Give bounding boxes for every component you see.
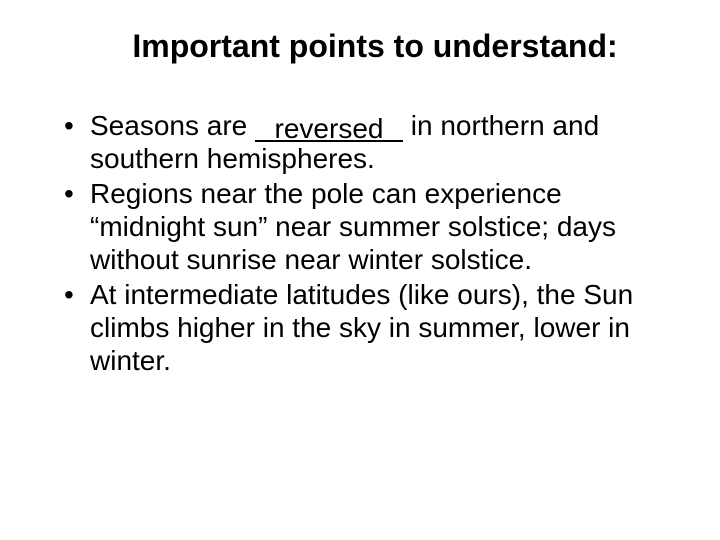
slide-title: Important points to understand: xyxy=(50,28,670,65)
bullet-item: At intermediate latitudes (like ours), t… xyxy=(60,278,660,377)
bullet-text: Regions near the pole can experience “mi… xyxy=(90,178,616,275)
bullet-list: Seasons are reversed in northern and sou… xyxy=(50,109,670,377)
bullet-item: Regions near the pole can experience “mi… xyxy=(60,177,660,276)
blank-answer: reversed xyxy=(275,113,384,144)
fill-in-blank: reversed xyxy=(255,112,403,142)
bullet-item: Seasons are reversed in northern and sou… xyxy=(60,109,660,175)
slide: Important points to understand: Seasons … xyxy=(0,0,720,540)
bullet-text-pre: Seasons are xyxy=(90,110,255,141)
bullet-text: At intermediate latitudes (like ours), t… xyxy=(90,279,633,376)
